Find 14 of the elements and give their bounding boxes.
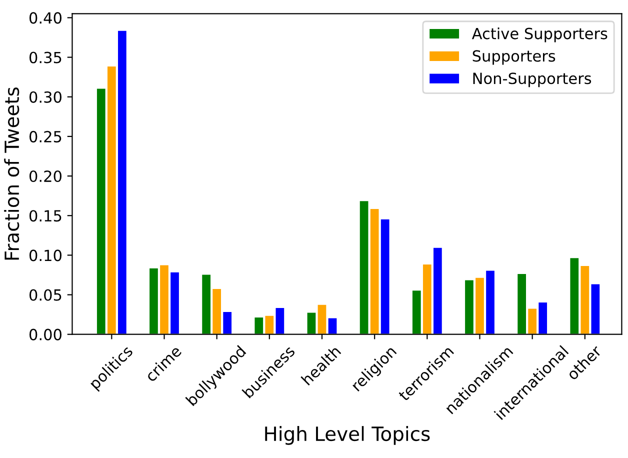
legend-label: Non-Supporters — [473, 72, 592, 88]
y-tick-label: 0.00 — [29, 328, 62, 340]
y-tick-label: 0.35 — [29, 52, 62, 64]
y-tick-label: 0.05 — [29, 289, 62, 301]
y-tick-label: 0.15 — [29, 210, 62, 222]
y-tick-label: 0.10 — [29, 250, 62, 262]
y-tick-label: 0.40 — [29, 12, 62, 24]
y-tick-label: 0.25 — [29, 130, 62, 142]
x-axis-title: High Level Topics — [265, 426, 430, 445]
y-tick-label: 0.30 — [29, 91, 62, 103]
legend-label: Active Supporters — [472, 27, 608, 42]
y-tick-label: 0.20 — [29, 170, 62, 182]
y-axis-title: Fraction of Tweets — [4, 88, 20, 260]
legend-label: Supporters — [472, 50, 556, 65]
